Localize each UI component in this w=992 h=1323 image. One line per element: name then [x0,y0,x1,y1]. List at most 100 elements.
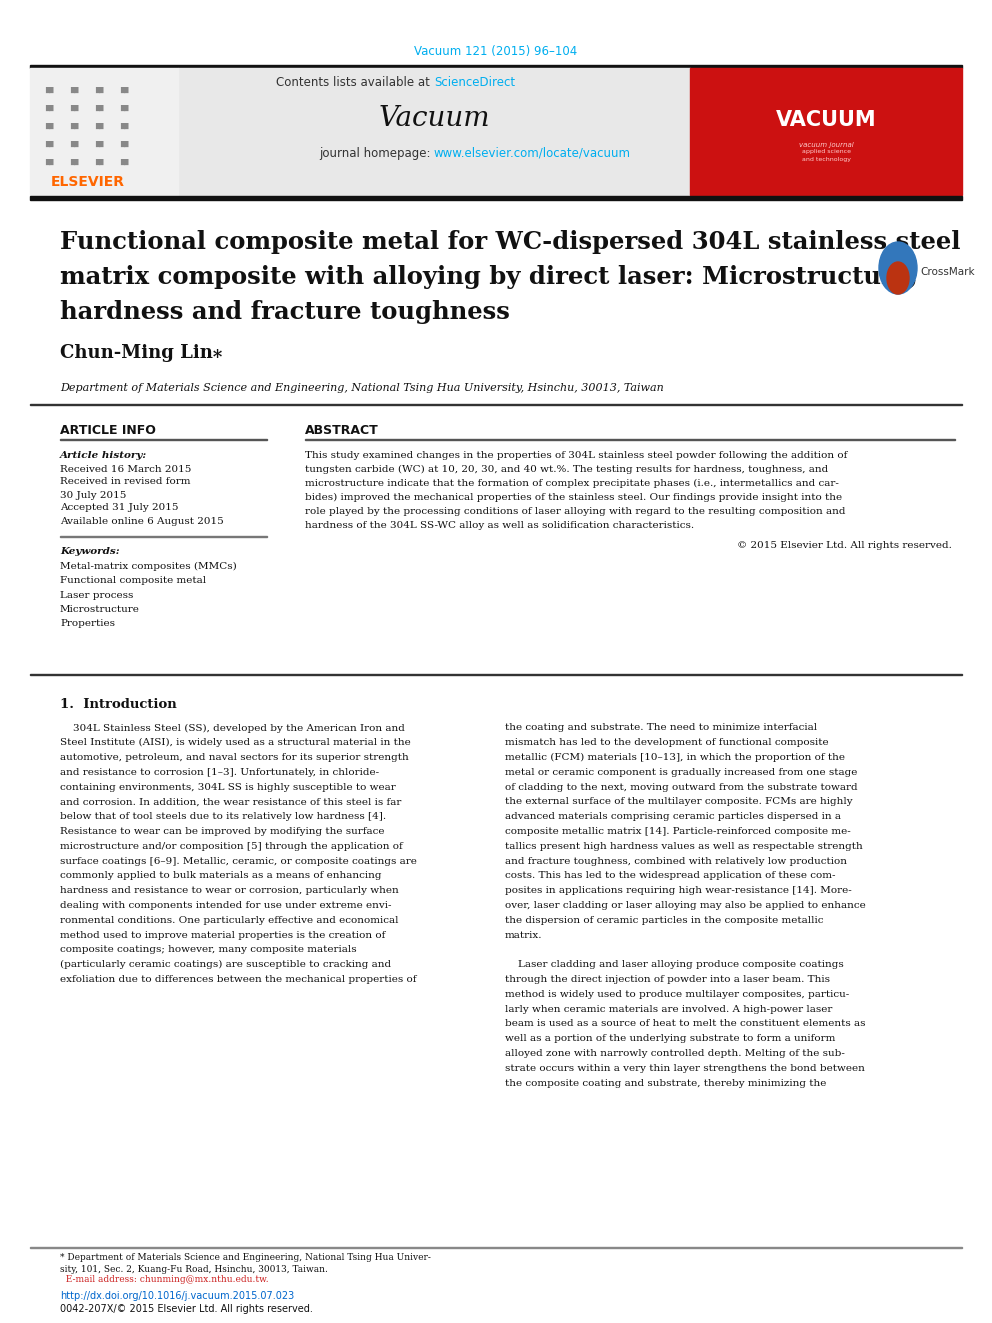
Text: and corrosion. In addition, the wear resistance of this steel is far: and corrosion. In addition, the wear res… [60,798,402,807]
Text: over, laser cladding or laser alloying may also be applied to enhance: over, laser cladding or laser alloying m… [505,901,866,910]
Text: ██: ██ [45,142,54,147]
Text: ScienceDirect: ScienceDirect [434,77,515,90]
Text: beam is used as a source of heat to melt the constituent elements as: beam is used as a source of heat to melt… [505,1020,865,1028]
Text: Laser process: Laser process [60,590,133,599]
Text: www.elsevier.com/locate/vacuum: www.elsevier.com/locate/vacuum [434,147,631,160]
Text: ██: ██ [70,123,78,130]
Text: metallic (FCM) materials [10–13], in which the proportion of the: metallic (FCM) materials [10–13], in whi… [505,753,845,762]
Text: ██: ██ [45,105,54,111]
Text: ██: ██ [70,159,78,165]
Text: below that of tool steels due to its relatively low hardness [4].: below that of tool steels due to its rel… [60,812,386,822]
Bar [30,65,962,67]
Text: commonly applied to bulk materials as a means of enhancing: commonly applied to bulk materials as a … [60,872,382,881]
Text: and resistance to corrosion [1–3]. Unfortunately, in chloride-: and resistance to corrosion [1–3]. Unfor… [60,767,379,777]
Text: applied science: applied science [802,149,850,155]
Text: matrix.: matrix. [505,930,543,939]
Text: the external surface of the multilayer composite. FCMs are highly: the external surface of the multilayer c… [505,798,853,807]
Text: ██: ██ [95,87,103,93]
Text: 304L Stainless Steel (SS), developed by the American Iron and: 304L Stainless Steel (SS), developed by … [60,724,405,733]
Text: tungsten carbide (WC) at 10, 20, 30, and 40 wt.%. The testing results for hardne: tungsten carbide (WC) at 10, 20, 30, and… [305,464,828,474]
Text: exfoliation due to differences between the mechanical properties of: exfoliation due to differences between t… [60,975,417,984]
Text: Resistance to wear can be improved by modifying the surface: Resistance to wear can be improved by mo… [60,827,385,836]
Text: hardness and fracture toughness: hardness and fracture toughness [60,300,510,324]
Text: Vacuum 121 (2015) 96–104: Vacuum 121 (2015) 96–104 [415,45,577,58]
Text: Functional composite metal for WC-dispersed 304L stainless steel: Functional composite metal for WC-disper… [60,230,960,254]
Bar [178,67,690,194]
Text: ██: ██ [95,105,103,111]
Text: matrix composite with alloying by direct laser: Microstructure,: matrix composite with alloying by direct… [60,265,918,288]
Text: Chun-Ming Lin⁎: Chun-Ming Lin⁎ [60,344,222,363]
Text: tallics present high hardness values as well as respectable strength: tallics present high hardness values as … [505,841,863,851]
Text: ██: ██ [95,159,103,165]
Text: strate occurs within a very thin layer strengthens the bond between: strate occurs within a very thin layer s… [505,1064,865,1073]
Text: hardness of the 304L SS-WC alloy as well as solidification characteristics.: hardness of the 304L SS-WC alloy as well… [305,520,694,529]
Text: This study examined changes in the properties of 304L stainless steel powder fol: This study examined changes in the prope… [305,451,847,459]
Text: (particularly ceramic coatings) are susceptible to cracking and: (particularly ceramic coatings) are susc… [60,960,391,970]
Text: microstructure indicate that the formation of complex precipitate phases (i.e., : microstructure indicate that the formati… [305,479,839,488]
Text: ██: ██ [120,123,129,130]
Text: vacuum journal: vacuum journal [799,142,853,148]
Text: VACUUM: VACUUM [776,110,876,130]
Ellipse shape [879,242,917,294]
Bar [30,673,962,675]
Text: Department of Materials Science and Engineering, National Tsing Hua University, : Department of Materials Science and Engi… [60,382,664,393]
Text: Contents lists available at: Contents lists available at [277,77,434,90]
Text: automotive, petroleum, and naval sectors for its superior strength: automotive, petroleum, and naval sectors… [60,753,409,762]
Text: CrossMark: CrossMark [920,267,974,277]
Text: E-mail address: chunming@mx.nthu.edu.tw.: E-mail address: chunming@mx.nthu.edu.tw. [60,1275,269,1285]
Text: Received 16 March 2015: Received 16 March 2015 [60,464,191,474]
Bar [30,404,962,405]
Text: and fracture toughness, combined with relatively low production: and fracture toughness, combined with re… [505,857,847,865]
Text: dealing with components intended for use under extreme envi-: dealing with components intended for use… [60,901,392,910]
Text: mismatch has led to the development of functional composite: mismatch has led to the development of f… [505,738,828,747]
Text: ABSTRACT: ABSTRACT [305,423,379,437]
Text: bides) improved the mechanical properties of the stainless steel. Our findings p: bides) improved the mechanical propertie… [305,492,842,501]
Text: containing environments, 304L SS is highly susceptible to wear: containing environments, 304L SS is high… [60,783,396,791]
Text: ██: ██ [45,87,54,93]
Text: Properties: Properties [60,619,115,628]
Text: and technology: and technology [802,157,850,163]
Text: ██: ██ [120,105,129,111]
Text: costs. This has led to the widespread application of these com-: costs. This has led to the widespread ap… [505,872,835,881]
Text: Vacuum: Vacuum [378,105,490,131]
Text: Functional composite metal: Functional composite metal [60,576,206,585]
Text: hardness and resistance to wear or corrosion, particularly when: hardness and resistance to wear or corro… [60,886,399,896]
Ellipse shape [887,262,909,294]
Text: method is widely used to produce multilayer composites, particu-: method is widely used to produce multila… [505,990,849,999]
Text: through the direct injection of powder into a laser beam. This: through the direct injection of powder i… [505,975,830,984]
Text: role played by the processing conditions of laser alloying with regard to the re: role played by the processing conditions… [305,507,845,516]
Text: well as a portion of the underlying substrate to form a uniform: well as a portion of the underlying subs… [505,1035,835,1044]
Text: Metal-matrix composites (MMCs): Metal-matrix composites (MMCs) [60,561,237,570]
Text: metal or ceramic component is gradually increased from one stage: metal or ceramic component is gradually … [505,767,857,777]
Text: the coating and substrate. The need to minimize interfacial: the coating and substrate. The need to m… [505,724,817,733]
Text: 30 July 2015: 30 July 2015 [60,491,126,500]
Text: ██: ██ [95,142,103,147]
Text: Accepted 31 July 2015: Accepted 31 July 2015 [60,504,179,512]
Text: 0042-207X/© 2015 Elsevier Ltd. All rights reserved.: 0042-207X/© 2015 Elsevier Ltd. All right… [60,1304,312,1314]
Text: posites in applications requiring high wear-resistance [14]. More-: posites in applications requiring high w… [505,886,852,896]
Text: composite metallic matrix [14]. Particle-reinforced composite me-: composite metallic matrix [14]. Particle… [505,827,851,836]
Text: of cladding to the next, moving outward from the substrate toward: of cladding to the next, moving outward … [505,783,858,791]
Text: ██: ██ [120,159,129,165]
Text: Received in revised form: Received in revised form [60,478,190,487]
Text: 1.  Introduction: 1. Introduction [60,697,177,710]
Text: ██: ██ [70,142,78,147]
Text: ██: ██ [120,142,129,147]
Text: http://dx.doi.org/10.1016/j.vacuum.2015.07.023: http://dx.doi.org/10.1016/j.vacuum.2015.… [60,1291,295,1301]
Bar [690,67,962,194]
Text: sity, 101, Sec. 2, Kuang-Fu Road, Hsinchu, 30013, Taiwan.: sity, 101, Sec. 2, Kuang-Fu Road, Hsinch… [60,1265,328,1274]
Text: the composite coating and substrate, thereby minimizing the: the composite coating and substrate, the… [505,1078,826,1088]
Bar [30,67,178,194]
Text: the dispersion of ceramic particles in the composite metallic: the dispersion of ceramic particles in t… [505,916,823,925]
Text: Laser cladding and laser alloying produce composite coatings: Laser cladding and laser alloying produc… [505,960,844,970]
Text: ██: ██ [45,123,54,130]
Text: Steel Institute (AISI), is widely used as a structural material in the: Steel Institute (AISI), is widely used a… [60,738,411,747]
Text: ██: ██ [70,87,78,93]
Text: journal homepage:: journal homepage: [318,147,434,160]
Text: Microstructure: Microstructure [60,605,140,614]
Text: microstructure and/or composition [5] through the application of: microstructure and/or composition [5] th… [60,841,403,851]
Text: Available online 6 August 2015: Available online 6 August 2015 [60,516,224,525]
Text: ██: ██ [120,87,129,93]
Text: ARTICLE INFO: ARTICLE INFO [60,423,156,437]
Text: Keywords:: Keywords: [60,548,120,557]
